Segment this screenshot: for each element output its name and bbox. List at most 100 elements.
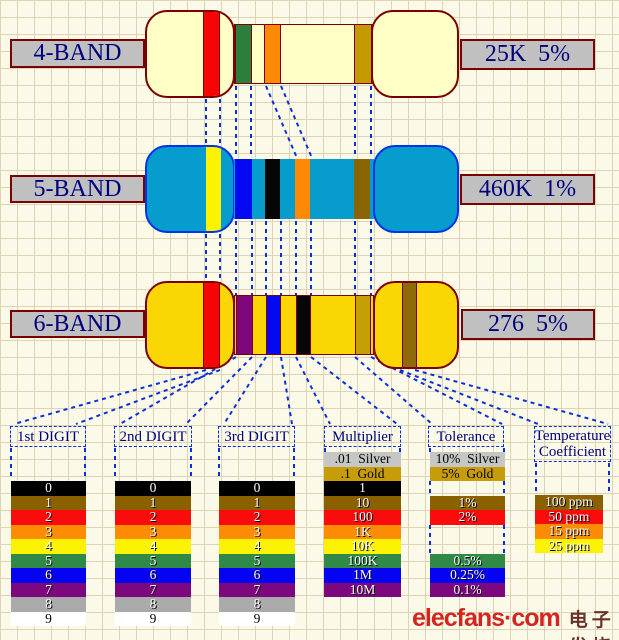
row-label: 7: [253, 582, 261, 597]
color-row: 3: [11, 524, 86, 539]
resistor-end-cap: [145, 10, 235, 98]
row-label: 0.25%: [450, 568, 485, 583]
row-label: 5% Gold: [441, 466, 494, 481]
band-brown: [354, 159, 370, 219]
resistor-end-cap: [371, 10, 459, 98]
band-green: [235, 25, 252, 83]
color-row: 6: [11, 568, 86, 583]
row-label: 7: [45, 582, 52, 597]
color-row: 10: [324, 495, 401, 510]
color-row: .1 Gold: [324, 466, 401, 481]
value-4band: 25K 5%: [460, 39, 595, 70]
row-label: 0.5%: [453, 553, 482, 568]
row-label: 15 ppm: [548, 524, 590, 539]
row-label: 1: [45, 495, 52, 510]
row-label: 100: [352, 510, 373, 525]
row-label: 6: [253, 568, 261, 583]
row-label: 50 ppm: [548, 509, 590, 524]
row-label: 10M: [349, 582, 376, 597]
color-row: 10M: [324, 582, 401, 597]
color-row: 25 ppm: [535, 538, 603, 553]
color-row: 5% Gold: [430, 466, 505, 481]
color-row: 100K: [324, 553, 401, 568]
color-row: 2: [115, 510, 191, 525]
row-label: 0: [45, 481, 52, 496]
row-label: 1M: [353, 568, 372, 583]
color-row: 7: [11, 582, 86, 597]
row-label: 9: [149, 611, 157, 626]
row-label: 2: [45, 510, 52, 525]
color-row: 0: [219, 481, 295, 496]
column-1st-digit: 0 1 2 3 4 5 6 7 8 9: [11, 481, 86, 626]
elecfans-logo-text: elecfans·com: [412, 604, 561, 632]
resistor-body: [234, 24, 374, 84]
column-3rd-digit: 0 1 2 3 4 5 6 7 8 9: [219, 481, 295, 626]
row-label: 0: [149, 481, 157, 496]
color-row: 5: [11, 553, 86, 568]
column-2nd-digit: 0 1 2 3 4 5 6 7 8 9: [115, 481, 191, 626]
row-label: .01 Silver: [334, 452, 391, 467]
value-6band-text: 276 5%: [488, 311, 568, 337]
color-row: 15 ppm: [535, 524, 603, 539]
row-label: 6: [149, 568, 157, 583]
color-row: 0.25%: [430, 568, 505, 583]
color-row: 0: [11, 481, 86, 496]
color-row: 50 ppm: [535, 509, 603, 524]
row-label: 2: [253, 510, 261, 525]
color-row: 1: [11, 495, 86, 510]
value-5band-text: 460K 1%: [478, 176, 577, 202]
row-label: 1: [253, 495, 261, 510]
band-yellow: [206, 147, 221, 231]
header-text: 3rd DIGIT: [224, 428, 289, 445]
header-text: Coefficient: [538, 444, 607, 460]
color-row: 9: [11, 611, 86, 626]
color-row: 8: [219, 597, 295, 612]
band-gold: [354, 25, 372, 83]
column-gap: [430, 481, 505, 496]
band-black: [296, 296, 311, 354]
color-row: .01 Silver: [324, 452, 401, 467]
header-1st-digit: 1st DIGIT: [10, 426, 86, 447]
color-row: 2%: [430, 510, 505, 525]
color-row: 6: [219, 568, 295, 583]
color-row: 4: [115, 539, 191, 554]
column-temperature-coefficient: 100 ppm 50 ppm 15 ppm 25 ppm: [535, 495, 603, 553]
color-row: 100: [324, 510, 401, 525]
band-blue: [266, 296, 281, 354]
color-row: 1K: [324, 524, 401, 539]
band-black: [265, 159, 280, 219]
color-row: 4: [11, 539, 86, 554]
row-label: 1: [359, 481, 366, 496]
row-label: 10K: [350, 539, 375, 554]
color-row: 1: [115, 495, 191, 510]
color-row: 1%: [430, 495, 505, 510]
header-text: Temperature: [534, 428, 611, 444]
row-label: 100K: [347, 553, 378, 568]
label-5band-text: 5-BAND: [33, 175, 122, 202]
row-label: 8: [253, 597, 261, 612]
resistor-body: [234, 295, 374, 355]
label-5band: 5-BAND: [10, 175, 145, 203]
row-label: 1%: [458, 495, 477, 510]
header-temperature-coefficient: Temperature Coefficient: [534, 426, 611, 462]
row-label: 1K: [354, 524, 371, 539]
label-6band: 6-BAND: [10, 310, 145, 338]
row-label: 8: [149, 597, 157, 612]
color-row: 0.5%: [430, 553, 505, 568]
column-gap: [430, 525, 505, 554]
header-multiplier: Multiplier: [324, 426, 401, 447]
row-label: 25 ppm: [548, 538, 590, 553]
row-label: 4: [45, 539, 52, 554]
color-row: 0.1%: [430, 582, 505, 597]
band-violet: [236, 296, 253, 354]
color-row: 1M: [324, 568, 401, 583]
row-label: .1 Gold: [340, 466, 385, 481]
color-row: 9: [115, 611, 191, 626]
color-row: 7: [219, 582, 295, 597]
row-label: 3: [253, 524, 261, 539]
value-4band-text: 25K 5%: [484, 41, 571, 67]
header-tolerance: Tolerance: [428, 426, 504, 447]
color-row: 9: [219, 611, 295, 626]
header-2nd-digit: 2nd DIGIT: [114, 426, 192, 447]
